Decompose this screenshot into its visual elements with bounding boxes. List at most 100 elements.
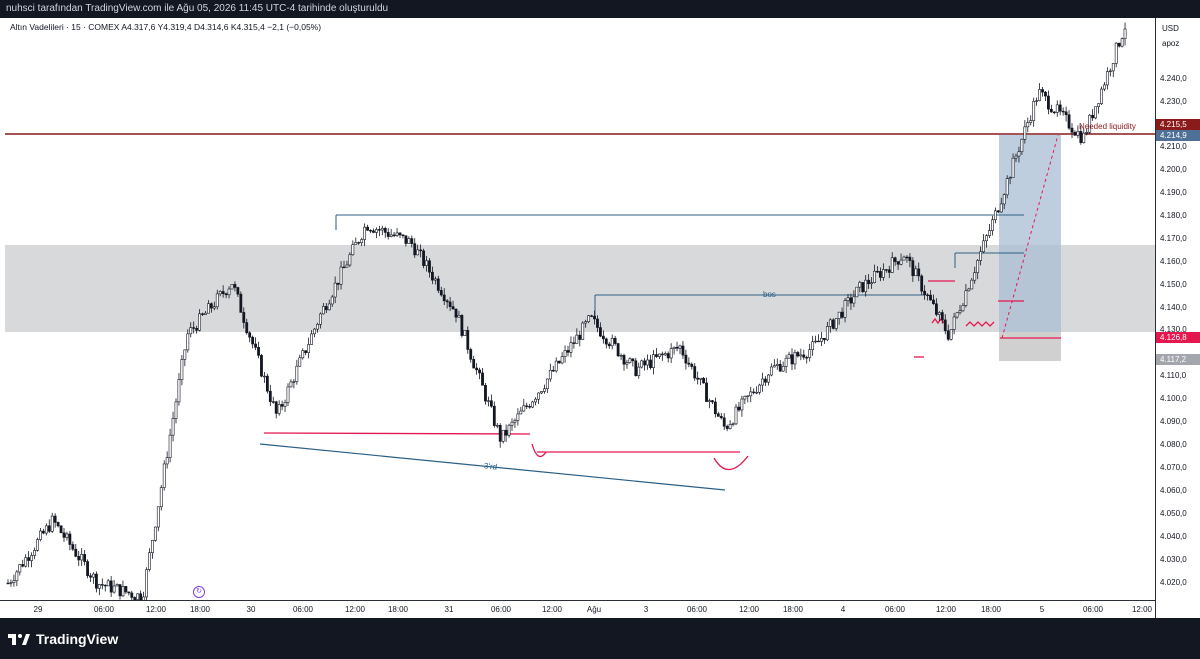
- candle-body: [263, 375, 266, 378]
- time-tick: 12:00: [1131, 605, 1153, 614]
- candle-body: [180, 359, 184, 380]
- candle-body: [1117, 42, 1121, 47]
- candle-body: [657, 353, 661, 357]
- candle-body: [1038, 89, 1041, 101]
- candle-body: [528, 406, 532, 408]
- candle-body: [1055, 104, 1059, 113]
- candle-body: [354, 242, 358, 245]
- candle-body: [439, 290, 443, 296]
- candle-body: [637, 366, 641, 377]
- candle-body: [1026, 122, 1030, 128]
- candle-body: [796, 352, 800, 357]
- candle-body: [681, 345, 685, 356]
- candle-body: [640, 360, 644, 368]
- candle-body: [940, 312, 944, 321]
- candle-body: [649, 359, 652, 368]
- candle-body: [525, 405, 529, 407]
- candle-body: [890, 257, 894, 273]
- candle-body: [304, 350, 308, 354]
- candle-body: [316, 324, 319, 330]
- chart-pane[interactable]: Altın Vadelileri · 15 · COMEX A4.317,6 Y…: [0, 18, 1155, 600]
- time-tick: 29: [33, 605, 43, 614]
- candle-body: [30, 555, 33, 561]
- candle-body: [507, 424, 511, 436]
- candle-body: [711, 400, 714, 403]
- candle-body: [139, 593, 143, 600]
- candle-body: [97, 584, 101, 589]
- candle-body: [870, 282, 873, 285]
- candle-body: [861, 282, 865, 293]
- candle-body: [106, 580, 110, 587]
- price-tick: 4.040,0: [1160, 532, 1187, 541]
- candle-body: [908, 256, 912, 261]
- time-axis[interactable]: 29 06:00 12:00 18:00 30 06:00 12:00 18:0…: [0, 600, 1155, 619]
- candle-body: [209, 303, 213, 309]
- candle-body: [257, 347, 260, 356]
- entry-price-tag: 4.117,2: [1156, 354, 1200, 365]
- candle-body: [95, 573, 98, 589]
- candle-body: [324, 306, 328, 311]
- candle-body: [1032, 101, 1036, 121]
- candle-body: [761, 378, 764, 386]
- candle-body: [625, 362, 629, 365]
- candle-body: [631, 358, 635, 362]
- candle-body: [336, 282, 340, 285]
- candle-body: [1014, 155, 1018, 159]
- candle-body: [425, 260, 428, 266]
- candle-body: [893, 257, 897, 262]
- candle-body: [156, 506, 160, 528]
- candle-body: [442, 294, 446, 302]
- candle-body: [221, 291, 225, 294]
- candle-body: [463, 330, 467, 336]
- candle-body: [728, 424, 732, 429]
- candle-body: [1085, 131, 1089, 134]
- time-tick: 06:00: [490, 605, 512, 614]
- candle-body: [333, 282, 337, 298]
- candle-body: [1058, 104, 1062, 112]
- candle-body: [162, 463, 166, 488]
- candle-body: [431, 271, 434, 281]
- candle-body: [268, 390, 272, 402]
- candle-body: [584, 321, 588, 324]
- candle-body: [545, 378, 549, 390]
- candle-body: [1114, 42, 1118, 64]
- candle-body: [964, 290, 968, 306]
- candle-body: [534, 398, 537, 403]
- candle-body: [613, 338, 617, 344]
- candle-body: [186, 333, 190, 351]
- candle-body: [879, 271, 882, 278]
- candle-body: [519, 410, 523, 415]
- candle-body: [230, 284, 234, 290]
- candle-body: [307, 344, 311, 354]
- candle-body: [236, 287, 240, 295]
- candle-body: [996, 210, 1000, 213]
- candle-body: [958, 310, 962, 314]
- tradingview-logo[interactable]: TradingView: [8, 631, 118, 647]
- candle-body: [280, 404, 284, 407]
- projection-dashed-line: [1001, 134, 1059, 339]
- candle-body: [65, 533, 69, 538]
- candle-body: [433, 278, 437, 281]
- red-squiggle-2: [965, 321, 995, 327]
- candle-body: [159, 487, 163, 508]
- time-tick: 12:00: [344, 605, 366, 614]
- candle-body: [1017, 151, 1021, 157]
- price-tick: 4.080,0: [1160, 440, 1187, 449]
- session-break-icon[interactable]: ↻: [193, 586, 205, 598]
- candle-body: [575, 334, 579, 344]
- candle-body: [1073, 131, 1077, 136]
- candle-body: [864, 279, 868, 293]
- candle-body: [643, 360, 647, 366]
- price-mode-label[interactable]: apoz: [1162, 39, 1180, 48]
- candle-body: [814, 340, 817, 343]
- price-tick: 4.020,0: [1160, 578, 1187, 587]
- price-axis[interactable]: USD apoz 4.240,0 4.230,0 4.210,0 4.200,0…: [1155, 18, 1200, 618]
- candle-body: [834, 318, 838, 329]
- candle-body: [1067, 114, 1071, 129]
- candle-body: [1011, 157, 1015, 178]
- candle-body: [781, 366, 785, 372]
- candle-body: [973, 272, 977, 281]
- candle-body: [1082, 132, 1086, 143]
- chart-canvas[interactable]: [0, 18, 1155, 600]
- candle-body: [1108, 70, 1112, 73]
